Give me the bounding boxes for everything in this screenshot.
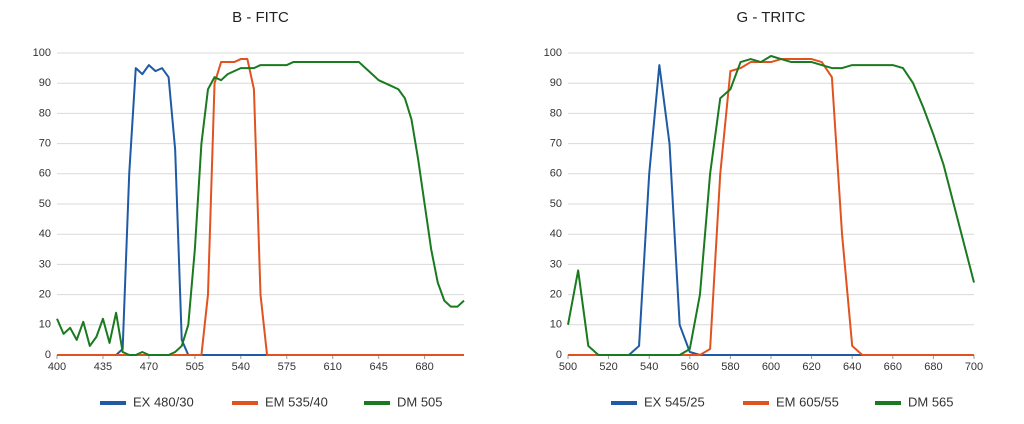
y-tick-label: 100 <box>544 47 562 59</box>
y-tick-label: 90 <box>550 77 562 89</box>
y-tick-label: 70 <box>39 138 51 150</box>
y-tick-label: 40 <box>550 228 562 240</box>
x-tick-label: 580 <box>721 361 739 373</box>
x-tick-label: 645 <box>369 361 387 373</box>
x-tick-label: 620 <box>802 361 820 373</box>
y-tick-label: 10 <box>39 319 51 331</box>
chart-title: G - TRITC <box>737 9 806 26</box>
y-tick-label: 30 <box>39 258 51 270</box>
x-tick-label: 610 <box>324 361 342 373</box>
legend-label: DM 505 <box>397 394 443 409</box>
x-tick-label: 680 <box>415 361 433 373</box>
chart-title: B - FITC <box>232 9 289 26</box>
y-tick-label: 20 <box>39 289 51 301</box>
y-tick-label: 40 <box>39 228 51 240</box>
y-tick-label: 60 <box>39 168 51 180</box>
x-tick-label: 700 <box>965 361 983 373</box>
series-line <box>57 58 464 356</box>
y-tick-label: 70 <box>550 138 562 150</box>
x-tick-label: 640 <box>843 361 861 373</box>
y-tick-label: 90 <box>39 77 51 89</box>
y-tick-label: 10 <box>550 319 562 331</box>
y-tick-label: 100 <box>33 47 51 59</box>
x-tick-label: 505 <box>186 361 204 373</box>
x-tick-label: 435 <box>94 361 112 373</box>
y-tick-label: 30 <box>550 258 562 270</box>
legend-label: EM 535/40 <box>265 394 328 409</box>
legend-label: EX 545/25 <box>644 394 705 409</box>
x-tick-label: 660 <box>884 361 902 373</box>
x-tick-label: 575 <box>278 361 296 373</box>
series-line <box>56 61 465 356</box>
x-tick-label: 680 <box>924 361 942 373</box>
y-tick-label: 0 <box>556 349 562 361</box>
legend-label: EM 605/55 <box>776 394 839 409</box>
y-tick-label: 80 <box>39 107 51 119</box>
x-tick-label: 560 <box>681 361 699 373</box>
y-tick-label: 20 <box>550 289 562 301</box>
x-tick-label: 600 <box>762 361 780 373</box>
x-tick-label: 520 <box>599 361 617 373</box>
y-tick-label: 50 <box>550 198 562 210</box>
y-tick-label: 0 <box>45 349 51 361</box>
x-tick-label: 500 <box>559 361 577 373</box>
y-tick-label: 50 <box>39 198 51 210</box>
series-line <box>57 64 464 356</box>
series-line <box>567 55 975 356</box>
legend-label: EX 480/30 <box>133 394 194 409</box>
x-tick-label: 470 <box>140 361 158 373</box>
legend-label: DM 565 <box>908 394 954 409</box>
y-tick-label: 60 <box>550 168 562 180</box>
x-tick-label: 540 <box>640 361 658 373</box>
y-tick-label: 80 <box>550 107 562 119</box>
x-tick-label: 540 <box>232 361 250 373</box>
series-line <box>568 58 974 356</box>
x-tick-label: 400 <box>48 361 66 373</box>
series-line <box>568 64 974 356</box>
